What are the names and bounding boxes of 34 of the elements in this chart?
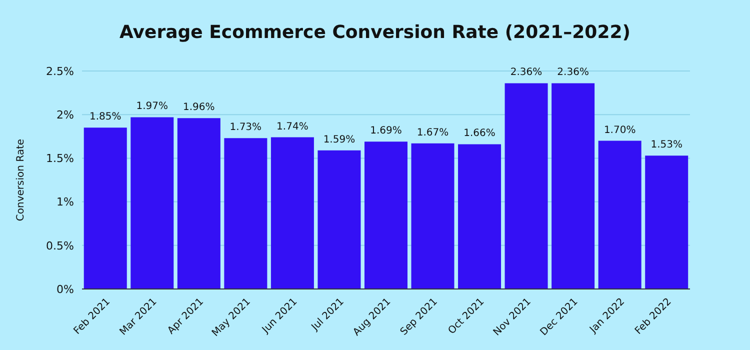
bar xyxy=(645,156,688,289)
chart-title: Average Ecommerce Conversion Rate (2021–2022) xyxy=(118,22,632,43)
data-label: 1.67% xyxy=(416,127,449,138)
y-axis-title: Conversion Rate xyxy=(16,138,27,222)
bar xyxy=(458,144,502,289)
data-label: 1.70% xyxy=(604,124,636,136)
data-label: 2.36% xyxy=(510,67,542,78)
data-label: 1.66% xyxy=(464,128,496,140)
bar xyxy=(318,150,361,289)
data-label: 1.53% xyxy=(650,140,682,151)
data-label: 1.74% xyxy=(276,121,308,132)
bar xyxy=(270,137,314,289)
data-label: 1.59% xyxy=(323,134,356,146)
data-label: 1.96% xyxy=(183,102,215,114)
bar xyxy=(598,140,642,289)
y-tick-label: 1% xyxy=(56,196,74,209)
bar xyxy=(224,138,268,289)
y-tick-label: 0.5% xyxy=(46,239,74,252)
data-label: 1.85% xyxy=(89,112,122,123)
data-label: 1.73% xyxy=(230,122,262,134)
bar xyxy=(364,142,408,289)
bar xyxy=(552,83,595,289)
bar xyxy=(84,128,127,289)
y-tick-label: 2% xyxy=(56,108,74,122)
bar xyxy=(177,118,220,289)
bar xyxy=(130,117,174,289)
y-tick-label: 2.5% xyxy=(46,64,74,78)
data-label: 1.69% xyxy=(370,126,402,137)
data-label: 2.36% xyxy=(557,67,589,78)
bar xyxy=(504,83,548,289)
data-label: 1.97% xyxy=(136,101,168,112)
y-tick-label: 1.5% xyxy=(46,152,74,166)
bar xyxy=(411,143,454,289)
y-tick-label: 0% xyxy=(56,282,74,296)
